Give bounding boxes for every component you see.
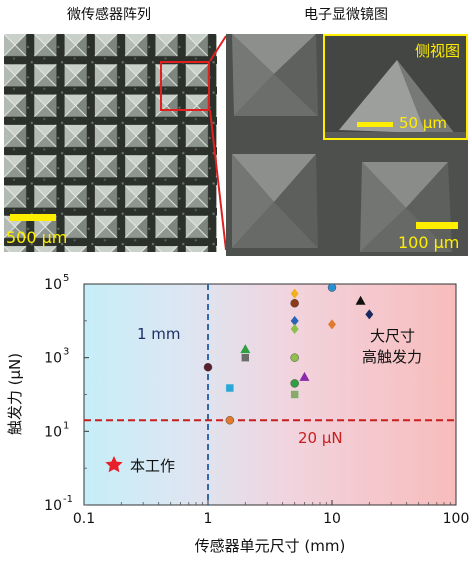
y-tick-label: 10 [44,424,62,440]
x-tick-label: 0.1 [73,511,95,527]
sem-image: 侧视图 50 μm 100 μm [226,34,468,256]
y-tick-exponent: 5 [63,273,69,284]
inset-scale-bar [357,122,393,127]
data-point [290,288,299,299]
legend: 本工作 [105,456,175,475]
side-view-label: 侧视图 [414,42,460,60]
sem-scale-bar [416,222,458,229]
y-tick-exponent: 1 [63,420,69,431]
array-scale-label: 500 μm [6,228,68,247]
data-point [327,283,337,292]
data-markers [203,283,374,425]
x-tick-label: 1 [204,511,213,527]
hline-label: 20 μN [298,429,343,447]
data-point [355,295,366,305]
data-point [290,299,299,308]
plot-area [83,283,457,506]
y-tick-exponent: -1 [63,494,73,505]
data-point [290,353,299,362]
reference-lines [84,284,456,505]
y-axis-label: 触发力 (μN) [6,353,24,435]
region-label-line1: 大尺寸 [370,327,415,345]
data-point [290,315,299,326]
y-tick-label: 10 [44,498,62,514]
side-view-inset: 侧视图 50 μm [323,34,468,140]
x-axis-label: 传感器单元尺寸 (mm) [195,537,346,555]
y-tick-label: 10 [44,351,62,367]
data-point [240,344,251,354]
sensor-array-photo: 500 μm [4,34,217,252]
data-point [241,353,250,362]
data-point [290,324,299,335]
y-tick-label: 10 [44,277,62,293]
star-icon [105,456,123,473]
y-tick-exponent: 3 [63,347,69,358]
data-point [225,383,235,393]
data-point [290,390,299,399]
sem-title: 电子显微镜图 [304,7,388,23]
data-point [328,319,336,330]
sem-scale-label: 100 μm [398,233,460,252]
zoom-connector [209,35,227,251]
data-point [225,416,235,425]
data-point [365,309,374,320]
data-point [290,379,299,388]
x-tick-label: 100 [443,511,470,527]
legend-label: 本工作 [130,457,175,475]
zoom-box [160,61,210,111]
region-label-line2: 高触发力 [362,348,422,366]
inset-scale-label: 50 μm [399,114,448,132]
data-point [203,363,213,372]
x-tick-label: 10 [323,511,341,527]
array-title: 微传感器阵列 [67,7,151,23]
vline-label: 1 mm [137,325,181,343]
data-point [299,371,310,381]
array-scale-bar [10,214,56,221]
